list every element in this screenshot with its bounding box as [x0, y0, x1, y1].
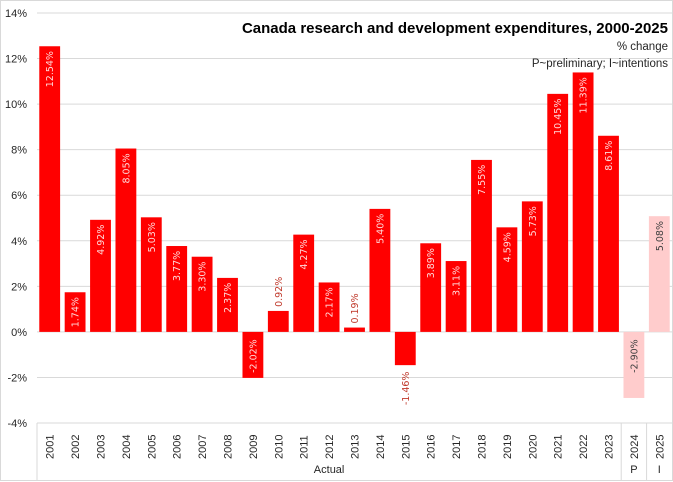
- data-label-2022: 11.39%: [579, 77, 590, 113]
- data-label-2016: 3.89%: [426, 248, 437, 278]
- y-tick-label: 12%: [5, 54, 27, 66]
- data-label-2018: 7.55%: [477, 165, 488, 195]
- x-tick-label: 2005: [146, 435, 158, 459]
- y-tick-label: -4%: [7, 418, 27, 430]
- data-label-2021: 10.45%: [553, 99, 564, 135]
- bar-2002: [64, 292, 86, 332]
- bar-2016: [420, 243, 442, 332]
- data-label-2013: 0.19%: [350, 293, 361, 323]
- chart-note: P~preliminary; I~intentions: [532, 58, 668, 70]
- x-tick-label: 2021: [553, 435, 565, 459]
- x-tick-label: 2015: [400, 435, 412, 459]
- x-tick-label: 2008: [223, 435, 235, 459]
- bar-2013: [344, 327, 365, 332]
- titles: Canada research and development expendit…: [242, 20, 668, 70]
- x-tick-label: 2020: [527, 435, 539, 459]
- x-tick-label: 2019: [502, 435, 514, 459]
- data-label-2023: 8.61%: [604, 141, 615, 171]
- y-tick-label: 0%: [11, 327, 27, 339]
- x-tick-label: 2010: [273, 435, 285, 459]
- x-tick-label: 2012: [324, 435, 336, 459]
- data-label-2007: 3.30%: [198, 262, 209, 292]
- data-label-2003: 4.92%: [96, 225, 107, 255]
- x-tick-label: 2023: [604, 435, 616, 459]
- data-label-2024: -2.90%: [629, 339, 640, 373]
- bar-2007: [191, 256, 213, 332]
- bar-2014: [369, 208, 391, 332]
- chart-title: Canada research and development expendit…: [242, 20, 668, 37]
- data-label-2009: -2.02%: [248, 339, 259, 373]
- data-label-2001: 12.54%: [45, 51, 56, 87]
- bar-2021: [547, 93, 569, 332]
- bar-2024: [623, 331, 645, 398]
- bar-2017: [445, 261, 467, 332]
- bar-2012: [318, 282, 340, 332]
- bar-2009: [242, 331, 264, 378]
- bar-2003: [90, 219, 111, 332]
- x-tick-label: 2022: [578, 435, 590, 459]
- bar-2011: [293, 234, 315, 332]
- y-tick-label: 8%: [11, 145, 27, 157]
- bar-2019: [496, 227, 518, 332]
- x-tick-label: 2018: [477, 435, 489, 459]
- bar-2004: [115, 148, 137, 332]
- bar-2006: [166, 246, 188, 332]
- bar-2025: [648, 216, 670, 332]
- y-tick-label: 2%: [11, 281, 27, 293]
- data-label-2012: 2.17%: [325, 287, 336, 317]
- x-tick-label: 2024: [629, 435, 641, 459]
- x-group-label: P: [630, 464, 637, 476]
- data-label-2010: 0.92%: [274, 277, 285, 307]
- bar-2010: [267, 310, 289, 332]
- y-tick-label: -2%: [7, 372, 27, 384]
- bar-2018: [471, 159, 492, 332]
- x-group-label: Actual: [314, 464, 345, 476]
- data-label-2019: 4.59%: [502, 232, 513, 262]
- data-label-2002: 1.74%: [71, 297, 82, 327]
- x-tick-label: 2017: [451, 435, 463, 459]
- y-tick-label: 14%: [5, 8, 27, 20]
- bar-2023: [598, 135, 619, 332]
- x-tick-label: 2002: [70, 435, 82, 459]
- x-tick-label: 2007: [197, 435, 209, 459]
- x-group-label: I: [658, 464, 661, 476]
- bar-2001: [39, 46, 61, 332]
- x-tick-label: 2003: [96, 435, 108, 459]
- data-label-2011: 4.27%: [299, 239, 310, 269]
- data-labels: 12.54% 1.74% 4.92% 8.05% 5.03% 3.77% 3.30% 2.37…: [45, 51, 666, 405]
- x-tick-label: 2016: [426, 435, 438, 459]
- x-tick-label: 2025: [654, 435, 666, 459]
- chart-subtitle: % change: [617, 41, 668, 53]
- data-label-2025: 5.08%: [655, 221, 666, 251]
- data-label-2017: 3.11%: [452, 266, 463, 296]
- x-axis: 2001 2002 2003 2004 2005 2006 2007 2008 2009 2010…: [36, 422, 672, 480]
- y-tick-label: 6%: [11, 190, 27, 202]
- x-tick-label: 2011: [299, 435, 311, 459]
- x-tick-label: 2006: [172, 435, 184, 459]
- bar-2022: [572, 72, 594, 332]
- data-label-2015: -1.46%: [401, 372, 412, 406]
- x-tick-label: 2013: [350, 435, 362, 459]
- data-label-2014: 5.40%: [375, 214, 386, 244]
- data-label-2004: 8.05%: [121, 153, 132, 183]
- y-axis-tick-labels: 14% 12% 10% 8% 6% 4% 2% 0% -2% -4%: [5, 8, 27, 430]
- x-tick-label: 2004: [121, 435, 133, 459]
- x-tick-label: 2009: [248, 435, 260, 459]
- bar-2005: [140, 217, 162, 332]
- x-tick-label: 2001: [45, 435, 57, 459]
- bars: [39, 46, 670, 398]
- data-label-2020: 5.73%: [528, 206, 539, 236]
- y-tick-label: 4%: [11, 236, 27, 248]
- data-label-2006: 3.77%: [172, 251, 183, 281]
- x-tick-label: 2014: [375, 435, 387, 459]
- bar-2020: [521, 201, 543, 332]
- bar-2008: [217, 277, 238, 332]
- bar-2015: [394, 331, 416, 366]
- y-tick-label: 10%: [5, 99, 27, 111]
- data-label-2005: 5.03%: [147, 222, 158, 252]
- data-label-2008: 2.37%: [223, 283, 234, 313]
